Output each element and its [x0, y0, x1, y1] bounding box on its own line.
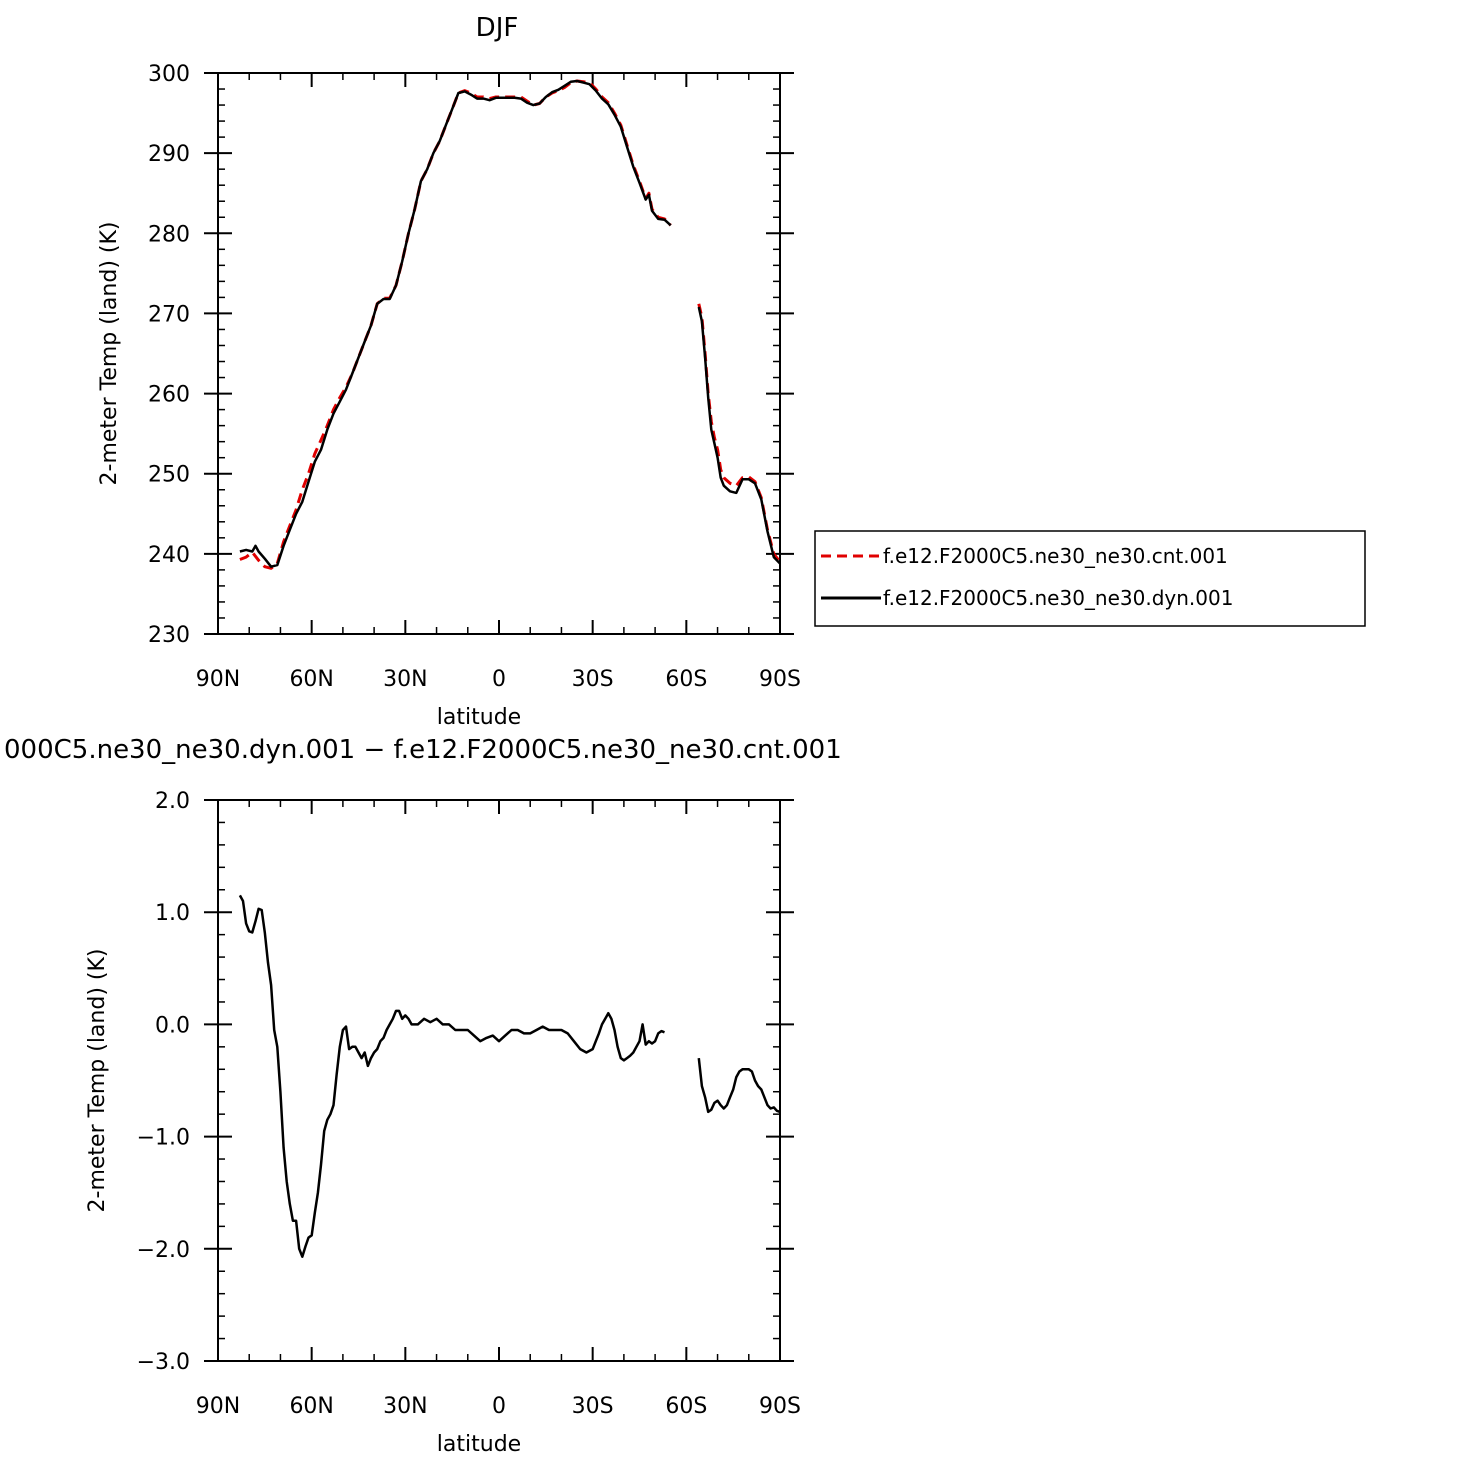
- chart-panel-2: 90N 60N 30N 0 30S 60S 90S −3.0 −2.0 −1.0 0.0 1.0 2.0…: [4, 735, 842, 1457]
- x-tick-label: 90N: [196, 667, 240, 692]
- y-tick-label: 280: [148, 222, 190, 247]
- y-tick-label: −2.0: [137, 1238, 190, 1263]
- y-tick-label: 0.0: [155, 1013, 190, 1038]
- x-axis-title: latitude: [437, 1432, 521, 1457]
- x-tick-label: 30S: [572, 1394, 614, 1419]
- x-tick-label: 90S: [759, 1394, 801, 1419]
- chart-title: 000C5.ne30_ne30.dyn.001 − f.e12.F2000C5.…: [4, 735, 842, 765]
- y-axis-title: 2-meter Temp (land) (K): [97, 222, 122, 486]
- legend-label-1: f.e12.F2000C5.ne30_ne30.cnt.001: [883, 544, 1228, 568]
- y-tick-label: 230: [148, 623, 190, 648]
- y-tick-label: 250: [148, 463, 190, 488]
- x-tick-label: 60S: [665, 1394, 707, 1419]
- y-tick-label: 2.0: [155, 789, 190, 814]
- x-tick-label: 60N: [289, 667, 333, 692]
- series-line-1-segment-2: [697, 1057, 781, 1114]
- y-tick-label: 270: [148, 302, 190, 327]
- chart-panel-1: 90N 60N 30N 0 30S 60S 90S 230 240 250 260 270 280 290…: [97, 13, 1366, 730]
- x-tick-label: 30S: [572, 667, 614, 692]
- chart-title: DJF: [476, 13, 519, 43]
- x-tick-label: 60N: [289, 1394, 333, 1419]
- series-line-1-segment-1: [238, 894, 665, 1258]
- x-tick-label: 0: [492, 1394, 506, 1419]
- x-tick-label: 90N: [196, 1394, 240, 1419]
- y-tick-label: 300: [148, 62, 190, 87]
- y-tick-label: 240: [148, 543, 190, 568]
- y-tick-label: 260: [148, 383, 190, 408]
- y-tick-label: −1.0: [137, 1126, 190, 1151]
- x-tick-label: 30N: [383, 1394, 427, 1419]
- y-tick-label: 290: [148, 142, 190, 167]
- legend-label-2: f.e12.F2000C5.ne30_ne30.dyn.001: [883, 586, 1233, 610]
- plot-frame: [217, 72, 781, 635]
- x-tick-label: 90S: [759, 667, 801, 692]
- x-tick-label: 0: [492, 667, 506, 692]
- y-tick-label: 1.0: [155, 901, 190, 926]
- x-axis-title: latitude: [437, 705, 521, 730]
- series-line-2-segment-2: [697, 306, 781, 565]
- x-tick-label: 30N: [383, 667, 427, 692]
- plot-frame: [217, 799, 781, 1362]
- series-line-2-segment-1: [239, 79, 672, 568]
- y-axis-title: 2-meter Temp (land) (K): [85, 949, 110, 1213]
- y-tick-label: −3.0: [137, 1350, 190, 1375]
- x-tick-label: 60S: [665, 667, 707, 692]
- legend-box: [814, 530, 1366, 627]
